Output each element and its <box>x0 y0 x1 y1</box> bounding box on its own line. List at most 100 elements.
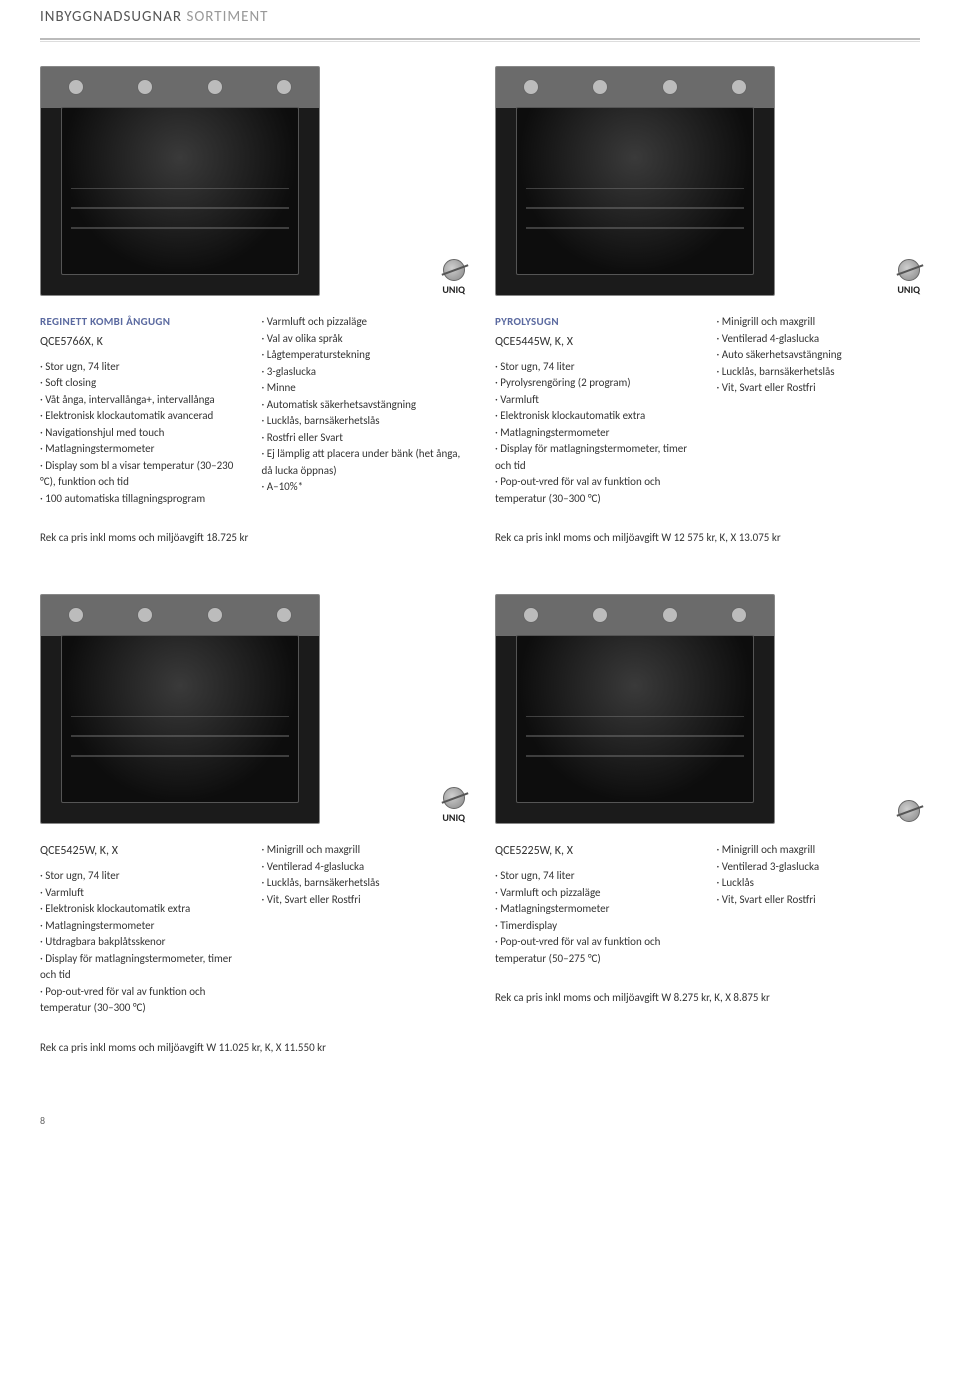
feature-item: Lucklås, barnsäkerhetslås <box>262 875 466 892</box>
product-info: PYROLYSUGN QCE5445W, K, X Stor ugn, 74 l… <box>495 314 920 507</box>
badge-stack: UNIQ <box>442 787 465 824</box>
feature-item: Vit, Svart eller Rostfri <box>262 892 466 909</box>
feature-item: Minigrill och maxgrill <box>262 842 466 859</box>
info-col-right: Minigrill och maxgrillVentilerad 4-glasl… <box>717 314 921 507</box>
fingerprint-icon <box>443 787 465 809</box>
uniq-label: UNIQ <box>442 811 465 824</box>
feature-item: Soft closing <box>40 375 244 392</box>
price-line: Rek ca pris inkl moms och miljöavgift W … <box>40 1037 465 1054</box>
feature-item: Elektronisk klockautomatik avancerad <box>40 408 244 425</box>
page-title: INBYGGNADSUGNAR SORTIMENT <box>40 0 920 38</box>
feature-item: Våt ånga, intervallånga+, intervallånga <box>40 392 244 409</box>
oven-illustration <box>495 594 775 824</box>
price-line: Rek ca pris inkl moms och miljöavgift W … <box>495 527 920 544</box>
product-model: QCE5425W, K, X <box>40 842 244 860</box>
feature-list: Stor ugn, 74 literSoft closingVåt ånga, … <box>40 359 244 508</box>
oven-illustration <box>40 594 320 824</box>
feature-item: Lucklås, barnsäkerhetslås <box>262 413 466 430</box>
feature-item: Stor ugn, 74 liter <box>495 868 699 885</box>
product-header: PYROLYSUGN <box>495 314 699 331</box>
title-strong: INBYGGNADSUGNAR <box>40 8 182 26</box>
uniq-label: UNIQ <box>442 283 465 296</box>
feature-item: Automatisk säkerhets­avstängning <box>262 397 466 414</box>
feature-item: Utdragbara bakplåtsskenor <box>40 934 244 951</box>
feature-list: Minigrill och maxgrillVentilerad 4-glasl… <box>717 314 921 397</box>
badge-stack: UNIQ <box>897 259 920 296</box>
feature-item: Val av olika språk <box>262 331 466 348</box>
product-image-area: UNIQ <box>495 56 920 296</box>
badge-stack: UNIQ <box>442 259 465 296</box>
product-image-area: UNIQ <box>40 56 465 296</box>
feature-list: Varmluft och pizzalägeVal av olika språk… <box>262 314 466 496</box>
feature-item: Lågtemperaturstekning <box>262 347 466 364</box>
product-card: UNIQ QCE5425W, K, X Stor ugn, 74 literVa… <box>40 584 465 1054</box>
feature-item: Pop-out-vred för val av funktion och tem… <box>495 934 699 967</box>
product-row: UNIQ REGINETT KOMBI ÅNGUGN QCE5766X, K S… <box>40 56 920 544</box>
feature-item: Stor ugn, 74 liter <box>40 868 244 885</box>
feature-list: Minigrill och maxgrillVentilerad 3-glasl… <box>717 842 921 908</box>
feature-list: Minigrill och maxgrillVentilerad 4-glasl… <box>262 842 466 908</box>
info-col-left: REGINETT KOMBI ÅNGUGN QCE5766X, K Stor u… <box>40 314 244 507</box>
product-model: QCE5766X, K <box>40 333 244 351</box>
feature-item: Matlagningstermometer <box>40 918 244 935</box>
uniq-badge <box>898 800 920 824</box>
product-model: QCE5445W, K, X <box>495 333 699 351</box>
product-image-area: UNIQ <box>40 584 465 824</box>
info-col-left: PYROLYSUGN QCE5445W, K, X Stor ugn, 74 l… <box>495 314 699 507</box>
info-col-right: Varmluft och pizzalägeVal av olika språk… <box>262 314 466 507</box>
feature-item: Stor ugn, 74 liter <box>495 359 699 376</box>
feature-item: Elektronisk klockautomatik extra <box>495 408 699 425</box>
feature-item: Lucklås <box>717 875 921 892</box>
feature-item: Matlagningstermometer <box>40 441 244 458</box>
info-col-left: QCE5425W, K, X Stor ugn, 74 literVarmluf… <box>40 842 244 1017</box>
feature-item: Navigationshjul med touch <box>40 425 244 442</box>
feature-item: Varmluft <box>495 392 699 409</box>
feature-item: Ventilerad 3-glaslucka <box>717 859 921 876</box>
badge-stack <box>898 800 920 824</box>
feature-item: Auto säkerhetsavstängning <box>717 347 921 364</box>
product-info: REGINETT KOMBI ÅNGUGN QCE5766X, K Stor u… <box>40 314 465 507</box>
feature-item: Timerdisplay <box>495 918 699 935</box>
product-card: UNIQ REGINETT KOMBI ÅNGUGN QCE5766X, K S… <box>40 56 465 544</box>
info-col-left: QCE5225W, K, X Stor ugn, 74 literVarmluf… <box>495 842 699 967</box>
product-header: REGINETT KOMBI ÅNGUGN <box>40 314 244 331</box>
product-info: QCE5225W, K, X Stor ugn, 74 literVarmluf… <box>495 842 920 967</box>
oven-illustration <box>495 66 775 296</box>
title-rule <box>40 38 920 42</box>
feature-item: Ventilerad 4-glaslucka <box>717 331 921 348</box>
info-col-right: Minigrill och maxgrillVentilerad 3-glasl… <box>717 842 921 967</box>
feature-list: Stor ugn, 74 literVarmluftElektronisk kl… <box>40 868 244 1017</box>
uniq-badge: UNIQ <box>442 787 465 824</box>
feature-item: Minigrill och maxgrill <box>717 314 921 331</box>
feature-item: Minne <box>262 380 466 397</box>
uniq-badge: UNIQ <box>897 259 920 296</box>
feature-item: Display för matlagnings­termometer, time… <box>40 951 244 984</box>
feature-item: Pyrolysrengöring (2 program) <box>495 375 699 392</box>
feature-item: Display som bl a visar temperatur (30–23… <box>40 458 244 491</box>
info-col-right: Minigrill och maxgrillVentilerad 4-glasl… <box>262 842 466 1017</box>
feature-item: Varmluft <box>40 885 244 902</box>
feature-item: Pop-out-vred för val av funktion och tem… <box>40 984 244 1017</box>
product-card: QCE5225W, K, X Stor ugn, 74 literVarmluf… <box>495 584 920 1054</box>
uniq-label: UNIQ <box>897 283 920 296</box>
product-image-area <box>495 584 920 824</box>
feature-item: 3-glaslucka <box>262 364 466 381</box>
fingerprint-icon <box>443 259 465 281</box>
product-info: QCE5425W, K, X Stor ugn, 74 literVarmluf… <box>40 842 465 1017</box>
page-number: 8 <box>40 1114 920 1127</box>
product-card: UNIQ PYROLYSUGN QCE5445W, K, X Stor ugn,… <box>495 56 920 544</box>
feature-list: Stor ugn, 74 literVarmluft och pizzaläge… <box>495 868 699 967</box>
title-light: SORTIMENT <box>186 8 268 26</box>
feature-item: Lucklås, barnsäkerhetslås <box>717 364 921 381</box>
product-model: QCE5225W, K, X <box>495 842 699 860</box>
feature-item: Ej lämplig att placera under bänk (het å… <box>262 446 466 479</box>
feature-item: Matlagningstermometer <box>495 901 699 918</box>
feature-item: Minigrill och maxgrill <box>717 842 921 859</box>
feature-item: Vit, Svart eller Rostfri <box>717 380 921 397</box>
price-line: Rek ca pris inkl moms och miljöavgift 18… <box>40 527 465 544</box>
feature-item: A–10%* <box>262 479 466 496</box>
feature-item: Rostfri eller Svart <box>262 430 466 447</box>
feature-item: Varmluft och pizzaläge <box>495 885 699 902</box>
feature-item: Display för matlagnings­termometer, time… <box>495 441 699 474</box>
price-line: Rek ca pris inkl moms och miljöavgift W … <box>495 987 920 1004</box>
